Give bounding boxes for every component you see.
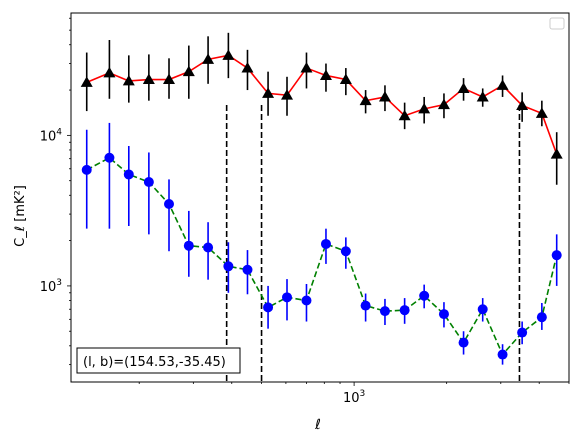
data-point	[183, 240, 194, 251]
data-point	[419, 290, 430, 301]
data-point	[301, 295, 312, 306]
legend-box	[549, 17, 565, 30]
data-point	[418, 102, 431, 114]
data-point	[262, 87, 275, 98]
data-point	[551, 250, 562, 261]
data-point	[104, 152, 115, 163]
annotation-box: (l, b)=(154.53,-35.45)	[76, 347, 241, 374]
data-point	[123, 169, 134, 180]
data-point	[359, 94, 372, 106]
data-point	[496, 79, 509, 90]
data-point	[477, 304, 488, 315]
data-point	[536, 312, 547, 323]
y-tick-label: 104	[40, 127, 63, 144]
data-point	[281, 89, 294, 100]
data-point	[241, 62, 254, 73]
data-point	[202, 53, 215, 64]
data-point	[300, 62, 313, 73]
data-point	[399, 305, 410, 316]
x-axis-label: ℓ	[314, 417, 321, 433]
data-point	[476, 90, 489, 102]
data-point	[457, 82, 470, 93]
data-point	[222, 49, 235, 60]
data-point	[163, 73, 176, 85]
data-point	[340, 246, 351, 257]
data-point	[182, 65, 195, 77]
data-point	[203, 242, 214, 253]
data-point	[320, 238, 331, 249]
data-point	[242, 264, 253, 275]
data-point	[516, 99, 529, 110]
data-point	[103, 66, 116, 78]
data-point	[122, 74, 135, 86]
data-point	[438, 309, 449, 320]
data-point	[80, 76, 93, 87]
data-point	[458, 337, 469, 348]
series-2	[81, 122, 562, 365]
data-point	[339, 73, 352, 85]
data-point	[143, 177, 154, 188]
data-point	[497, 349, 508, 360]
series-1	[80, 32, 563, 185]
data-point	[263, 302, 274, 313]
x-tick-label: 103	[343, 389, 365, 406]
data-point	[164, 199, 175, 210]
data-point	[223, 261, 234, 272]
data-point	[360, 300, 371, 311]
data-point	[319, 69, 332, 80]
plot-area	[71, 13, 569, 382]
data-point	[517, 327, 528, 338]
y-tick-label: 103	[40, 278, 62, 295]
data-point	[378, 90, 391, 102]
annotation-text: (l, b)=(154.53,-35.45)	[83, 355, 226, 370]
data-point	[282, 292, 293, 303]
data-point	[142, 73, 155, 85]
series-group	[80, 32, 563, 365]
ticks-group: 103 104 103	[40, 17, 570, 406]
y-axis-label: C_ℓ [mK²]	[13, 185, 28, 247]
data-point	[379, 306, 390, 317]
data-point	[437, 98, 450, 110]
data-point	[398, 109, 411, 121]
data-point	[550, 148, 563, 159]
data-point	[81, 164, 92, 175]
data-point	[535, 107, 548, 118]
axes-frame	[70, 12, 570, 383]
